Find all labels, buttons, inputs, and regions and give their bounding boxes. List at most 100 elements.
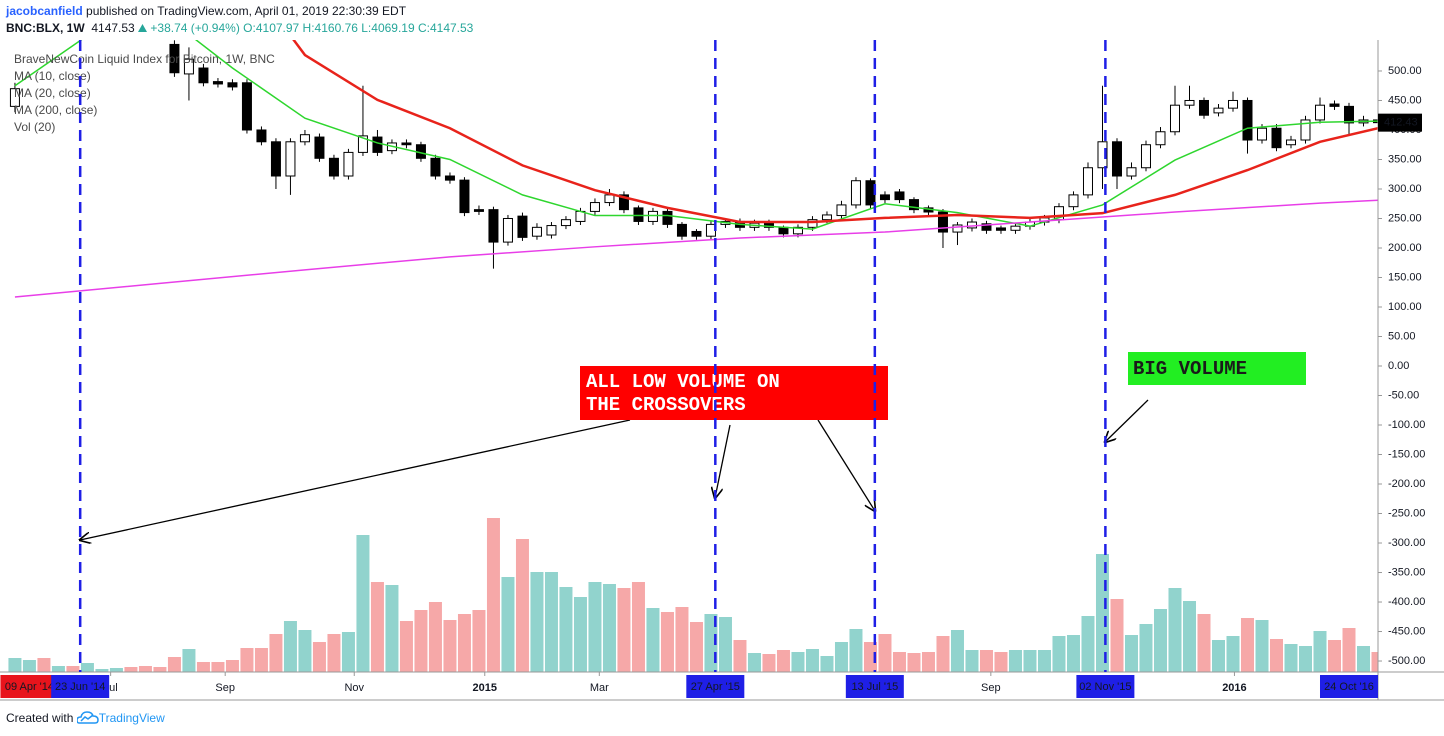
volume-bar (269, 634, 283, 672)
candle-body (560, 219, 571, 227)
candle-body (691, 230, 702, 237)
volume-bar (834, 642, 848, 672)
candle-body (879, 194, 890, 201)
chart: BraveNewCoin Liquid Index for Bitcoin, 1… (0, 0, 1444, 701)
candle-body (343, 151, 354, 177)
candle-body (227, 82, 238, 88)
volume-bar (1066, 635, 1080, 672)
candle-body (256, 129, 267, 143)
volume-bar (646, 608, 660, 672)
candle-body (1343, 105, 1354, 124)
volume-bar (225, 660, 239, 672)
candle-body (647, 210, 658, 222)
arrow (1105, 399, 1149, 442)
candle-body (198, 67, 209, 84)
volume-bar (182, 649, 196, 672)
ohlc: O:4107.97 H:4160.76 L:4069.19 C:4147.53 (243, 21, 474, 35)
volume-bar (965, 650, 979, 672)
volume-bar (254, 648, 268, 672)
volume-bar (747, 653, 761, 672)
x-tick-label: Sep (215, 682, 235, 694)
volume-bar (1110, 599, 1124, 672)
y-tick-label: 500.00 (1388, 65, 1422, 77)
y-tick-label: 50.00 (1388, 330, 1416, 342)
candle-body (952, 224, 963, 233)
volume-bar (660, 612, 674, 672)
volume-bar (153, 667, 167, 672)
candle-body (589, 202, 600, 212)
volume-bar (501, 577, 515, 672)
volume-bar (907, 653, 921, 672)
change: +38.74 (+0.94%) (150, 21, 240, 35)
volume-bar (8, 658, 22, 672)
x-tick-label: Nov (344, 682, 364, 694)
last-price-box (1378, 113, 1422, 132)
candle-body (850, 180, 861, 206)
x-tick-label: 2015 (473, 682, 497, 694)
candle-body (662, 210, 673, 225)
legend-entry: MA (10, close) (14, 69, 91, 83)
candle-body (1082, 167, 1093, 196)
volume-bar (820, 656, 834, 672)
y-tick-label: -400.00 (1388, 596, 1425, 608)
legend-entry: MA (20, close) (14, 86, 91, 100)
volume-bar (240, 648, 254, 672)
up-arrow (138, 24, 148, 32)
volume-bar (849, 629, 863, 672)
date-label: 27 Apr '15 (691, 681, 740, 693)
candle-body (1111, 141, 1122, 177)
volume-bar (1211, 640, 1225, 672)
candle-body (1300, 119, 1311, 141)
candle-body (68, 0, 77, 12)
candle-body (459, 179, 470, 214)
candle-body (792, 226, 803, 235)
candle-body (169, 43, 180, 74)
x-tick-label: 2016 (1222, 682, 1246, 694)
volume-bar (1356, 646, 1370, 672)
moving-average (292, 40, 1378, 224)
footer-text: Created with (6, 711, 74, 725)
volume-bar (1371, 652, 1378, 672)
candle-body (1213, 107, 1224, 114)
candle-body (517, 215, 528, 238)
publish-line: jacobcanfield published on TradingView.c… (6, 4, 406, 18)
volume-bar (283, 621, 297, 672)
volume-bar (95, 669, 109, 672)
annotation-box (580, 366, 888, 420)
candle-body (54, 0, 63, 12)
volume-bar (1124, 635, 1138, 672)
volume-bar (718, 617, 732, 672)
candle-body (83, 6, 92, 12)
candle-body (908, 199, 919, 211)
volume-bar (472, 610, 486, 672)
candle-body (1314, 104, 1325, 121)
legend-entry: MA (200, close) (14, 103, 97, 117)
volume-bar (1284, 644, 1298, 672)
volume-bar (22, 660, 36, 672)
volume-bar (80, 663, 94, 672)
date-label-box (0, 675, 59, 698)
volume-bar (1240, 618, 1254, 672)
date-label: 13 Jul '15 (851, 681, 898, 693)
footer-brand[interactable]: TradingView (98, 711, 165, 725)
candle-body (9, 88, 20, 107)
author[interactable]: jacobcanfield (6, 4, 83, 18)
volume-bar (443, 620, 457, 672)
candle-body (430, 157, 441, 177)
volume-bar (1052, 636, 1066, 672)
candle-body (1256, 127, 1267, 141)
volume-bar (109, 668, 123, 672)
volume-bar (1342, 628, 1356, 672)
volume-bar (298, 630, 312, 672)
volume-bar (588, 582, 602, 672)
volume-bar (399, 621, 413, 672)
volume-bar (370, 582, 384, 672)
moving-average (14, 199, 1378, 298)
y-tick-label: -450.00 (1388, 625, 1425, 637)
candle-body (502, 217, 513, 243)
volume-bar (124, 667, 138, 672)
date-label: 24 Oct '16 (1324, 681, 1374, 693)
volume-bar (776, 650, 790, 672)
legend: BraveNewCoin Liquid Index for Bitcoin, 1… (14, 52, 275, 134)
